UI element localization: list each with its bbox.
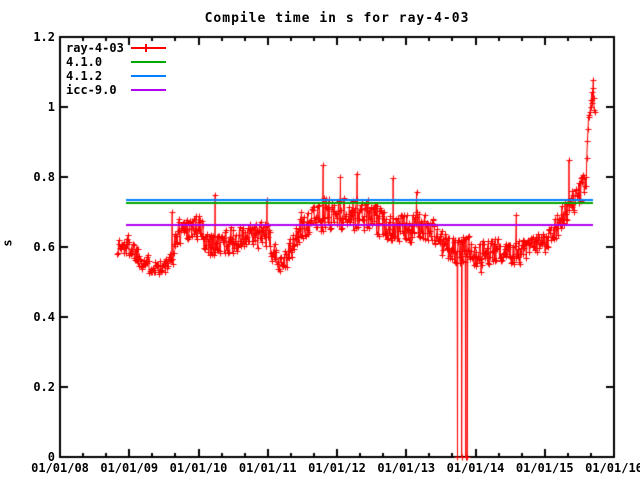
x-tick-label: 01/01/11 <box>238 461 297 475</box>
legend-label: 4.1.2 <box>66 69 103 83</box>
page-title: Compile time in s for ray-4-03 <box>204 11 470 26</box>
y-tick-label: 0 <box>47 450 55 464</box>
y-tick-label: 0.8 <box>33 170 55 184</box>
plus-marker-icon <box>145 44 147 52</box>
y-tick-label: 0.6 <box>33 240 55 254</box>
x-tick-label: 01/01/15 <box>515 461 574 475</box>
legend-label: 4.1.0 <box>66 55 103 69</box>
legend-label: icc-9.0 <box>66 83 117 97</box>
legend-line-sample <box>131 89 166 91</box>
legend-item-4-1-2: 4.1.2 <box>66 69 166 83</box>
legend-item-ray-4-03: ray-4-03 <box>66 41 166 55</box>
legend: ray-4-03 4.1.0 4.1.2 icc-9.0 <box>66 41 166 97</box>
y-tick-label: 1.2 <box>33 30 55 44</box>
legend-line-sample <box>131 61 166 63</box>
y-tick-label: 0.4 <box>33 310 55 324</box>
y-tick-label: 0.2 <box>33 380 55 394</box>
legend-label: ray-4-03 <box>66 41 124 55</box>
x-tick-label: 01/01/14 <box>446 461 505 475</box>
x-tick-label: 01/01/13 <box>377 461 436 475</box>
x-tick-label: 01/01/12 <box>308 461 366 475</box>
x-tick-label: 01/01/08 <box>31 461 89 475</box>
legend-line-sample <box>131 47 166 49</box>
legend-line-sample <box>131 75 166 77</box>
x-tick-label: 01/01/16 <box>585 461 640 475</box>
x-tick-label: 01/01/09 <box>100 461 159 475</box>
y-tick-label: 1 <box>47 100 55 114</box>
legend-item-4-1-0: 4.1.0 <box>66 55 166 69</box>
legend-item-icc-9-0: icc-9.0 <box>66 83 166 97</box>
x-tick-label: 01/01/10 <box>169 461 228 475</box>
